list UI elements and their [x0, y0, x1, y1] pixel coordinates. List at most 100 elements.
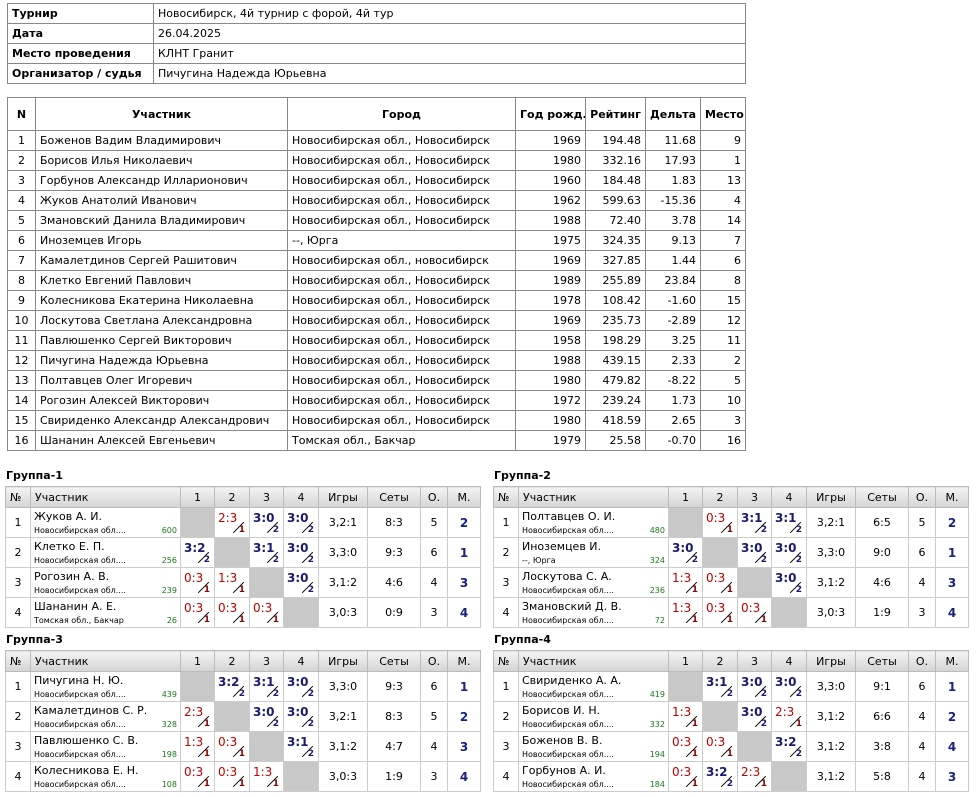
sets: 9:0: [855, 537, 909, 568]
match-points: 1: [203, 719, 210, 729]
participant-row: 16 Шананин Алексей Евгеньевич Томская обл.…: [7, 430, 746, 451]
participant-cell: 12: [700, 310, 746, 331]
score: 3:0: [775, 541, 797, 555]
group-column-header: Сеты: [855, 650, 909, 672]
group-column-header: М.: [935, 486, 969, 508]
score-cell: 3:0 2: [283, 537, 319, 568]
participant-city: Новосибирская обл....: [34, 749, 126, 759]
participant-rating: 439: [161, 689, 177, 699]
score-cell: 1:3 1: [668, 701, 703, 732]
participant-cell: 3.25: [645, 330, 701, 351]
place: 2: [447, 507, 481, 538]
group-column-header: Сеты: [367, 486, 421, 508]
place: 4: [935, 731, 969, 762]
score-cell: 0:3 1: [180, 597, 215, 628]
group-column-header: 4: [283, 650, 319, 672]
participant-cell: Камалетдинов Сергей Рашитович: [35, 250, 288, 271]
score: 3:0: [741, 705, 763, 719]
sets: 9:3: [367, 671, 421, 702]
match-points: 1: [691, 585, 698, 595]
participant-name: Змановский Д. В.: [522, 599, 622, 613]
score: 3:0: [287, 541, 309, 555]
column-header: Место: [700, 97, 746, 131]
group-column-header: Участник: [30, 650, 181, 672]
group-row: 3 Рогозин А. В. Новосибирская обл.... 239 0:…: [5, 567, 481, 598]
participant-cell: Новосибирская обл., Новосибирск: [287, 150, 516, 171]
participant-name: Горбунов А. И.: [522, 763, 606, 777]
group-row: 4 Горбунов А. И. Новосибирская обл.... 184 0…: [493, 761, 969, 792]
participant-cell: Томская обл., Бакчар: [287, 430, 516, 451]
score-cell: 3:0 2: [283, 567, 319, 598]
points: 5: [420, 507, 448, 538]
score: 0:3: [218, 765, 238, 779]
participant-cell: 184.48: [585, 170, 646, 191]
participant-cell: Новосибирская обл., Новосибирск: [287, 390, 516, 411]
match-points: 2: [795, 555, 802, 565]
score: 3:1: [775, 511, 797, 525]
games: 3,2:1: [806, 507, 856, 538]
participant-row: 8 Клетко Евгений Павлович Новосибирская об…: [7, 270, 746, 291]
participant-cell: 439.15: [585, 350, 646, 371]
info-value: КЛНТ Гранит: [153, 43, 746, 64]
points: 3: [420, 597, 448, 628]
participant: Жуков А. И. Новосибирская обл.... 600: [30, 507, 181, 538]
participant-cell: Иноземцев Игорь: [35, 230, 288, 251]
participant-cell: 324.35: [585, 230, 646, 251]
points: 3: [908, 597, 936, 628]
match-points: 1: [238, 525, 245, 535]
group-column-header: 1: [180, 650, 215, 672]
info-row: Организатор / судья Пичугина Надежда Юрье…: [7, 63, 746, 84]
group-column-header: 2: [214, 486, 250, 508]
participant: Шананин А. Е. Томская обл., Бакчар 26: [30, 597, 181, 628]
participant-row: 1 Боженов Вадим Владимирович Новосибирская…: [7, 130, 746, 151]
score: 3:0: [672, 541, 694, 555]
score-cell: 0:3 1: [249, 597, 284, 628]
score-cell: 0:3 1: [214, 597, 250, 628]
participant-row: 7 Камалетдинов Сергей Рашитович Новосибирс…: [7, 250, 746, 271]
score-cell: 3:0 2: [283, 671, 319, 702]
participant-sub: Новосибирская обл.... 184: [522, 779, 665, 790]
sets: 8:3: [367, 507, 421, 538]
participant-rating: 72: [654, 615, 665, 625]
group-row: 3 Боженов В. В. Новосибирская обл.... 194 0:…: [493, 731, 969, 762]
score-cell: 0:3 1: [180, 567, 215, 598]
participant-name: Павлюшенко С. В.: [34, 733, 139, 747]
score: 1:3: [184, 735, 204, 749]
group-row: 4 Змановский Д. В. Новосибирская обл.... 72…: [493, 597, 969, 628]
participant-row: 6 Иноземцев Игорь --, Юрга 1975 324.35 9.13 7: [7, 230, 746, 251]
participant-cell: 16: [700, 430, 746, 451]
participant: Клетко Е. П. Новосибирская обл.... 256: [30, 537, 181, 568]
points: 4: [908, 761, 936, 792]
sets: 1:9: [855, 597, 909, 628]
participant-cell: 239.24: [585, 390, 646, 411]
row-number: 3: [493, 731, 519, 762]
match-points: 2: [272, 719, 279, 729]
participant-cell: 11.68: [645, 130, 701, 151]
row-number: 2: [5, 537, 31, 568]
sets: 1:9: [367, 761, 421, 792]
group-row: 2 Иноземцев И. --, Юрга 324 3:0 2 3:0 2 3:0 2 3,3:…: [493, 537, 969, 568]
score-cell: 1:3 1: [214, 567, 250, 598]
participant-cell: 1: [700, 150, 746, 171]
sets: 4:7: [367, 731, 421, 762]
place: 2: [447, 701, 481, 732]
info-row: Дата 26.04.2025: [7, 23, 746, 44]
participant-cell: 9: [7, 290, 36, 311]
score-cell: 1:3 1: [180, 731, 215, 762]
participant-cell: 1962: [515, 190, 586, 211]
group-column-header: 2: [702, 650, 738, 672]
points: 6: [420, 537, 448, 568]
group-column-header: 3: [737, 486, 772, 508]
group-table: № Участник 1 2 3 4 Игры Сеты О. М. 1 Свириденко А. …: [493, 650, 969, 792]
match-points: 2: [760, 719, 767, 729]
group-row: 2 Борисов И. Н. Новосибирская обл.... 332 1:…: [493, 701, 969, 732]
participant: Рогозин А. В. Новосибирская обл.... 239: [30, 567, 181, 598]
match-points: 1: [691, 719, 698, 729]
score-cell: 3:1 2: [283, 731, 319, 762]
participant-cell: 3: [700, 410, 746, 431]
participant-cell: Полтавцев Олег Игоревич: [35, 370, 288, 391]
diagonal-cell: [771, 597, 807, 628]
participant-rating: 236: [649, 585, 665, 595]
sets: 6:6: [855, 701, 909, 732]
place: 4: [935, 597, 969, 628]
